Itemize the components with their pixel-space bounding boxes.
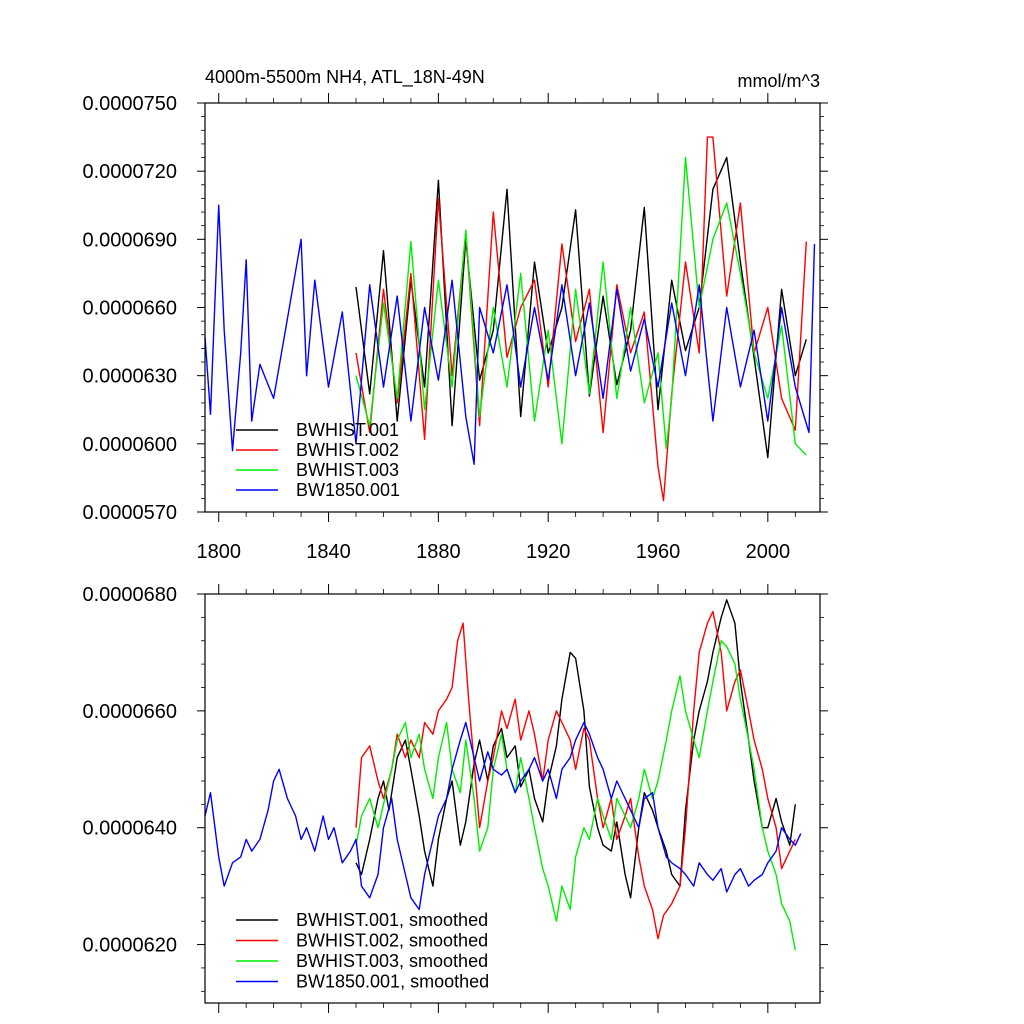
top-series-line-2 (355, 156, 807, 456)
bottom-series-line-3 (204, 721, 802, 911)
top-legend-label-3: BW1850.001 (296, 480, 400, 500)
bottom-y-tick-label: 0.0000620 (82, 935, 177, 957)
x-tick-label: 1880 (416, 541, 461, 563)
top-y-tick-label: 0.0000690 (82, 229, 177, 251)
top-y-tick-label: 0.0000750 (82, 93, 177, 115)
top-y-tick-label: 0.0000600 (82, 434, 177, 456)
top-plot-panel: 4000m-5500m NH4, ATL_18N-49N mmol/m^3 0.… (82, 67, 828, 563)
x-tick-label: 1800 (196, 541, 241, 563)
x-tick-label: 1840 (306, 541, 351, 563)
top-series-line-1 (355, 136, 807, 502)
top-legend-label-2: BWHIST.003 (296, 460, 399, 480)
top-y-tick-label: 0.0000570 (82, 502, 177, 524)
bottom-series-line-1 (355, 610, 796, 940)
top-y-tick-label: 0.0000630 (82, 366, 177, 388)
bottom-series-line-0 (355, 599, 796, 899)
bottom-y-tick-label: 0.0000680 (82, 584, 177, 606)
x-tick-label: 1960 (636, 541, 681, 563)
bottom-y-tick-label: 0.0000660 (82, 701, 177, 723)
bottom-series-line-2 (355, 640, 796, 951)
bottom-legend-label-2: BWHIST.003, smoothed (296, 951, 488, 971)
bottom-plot-frame (204, 593, 821, 1004)
bottom-legend-label-1: BWHIST.002, smoothed (296, 931, 488, 951)
top-series-line-0 (355, 156, 807, 459)
top-chart-units: mmol/m^3 (738, 71, 820, 91)
bottom-y-tick-label: 0.0000640 (82, 818, 177, 840)
top-chart-title: 4000m-5500m NH4, ATL_18N-49N (205, 67, 485, 88)
bottom-legend-label-0: BWHIST.001, smoothed (296, 910, 488, 930)
x-tick-label: 2000 (746, 541, 791, 563)
top-y-tick-label: 0.0000660 (82, 298, 177, 320)
top-legend-label-1: BWHIST.002 (296, 440, 399, 460)
top-y-tick-label: 0.0000720 (82, 161, 177, 183)
top-series-line-3 (204, 204, 816, 465)
bottom-plot-panel: 0.0000620 0.0000640 0.0000660 0.0000680 BWH… (82, 584, 828, 1013)
top-legend-label-0: BWHIST.001 (296, 420, 399, 440)
bottom-legend-label-3: BW1850.001, smoothed (296, 972, 489, 992)
x-tick-label: 1920 (526, 541, 571, 563)
